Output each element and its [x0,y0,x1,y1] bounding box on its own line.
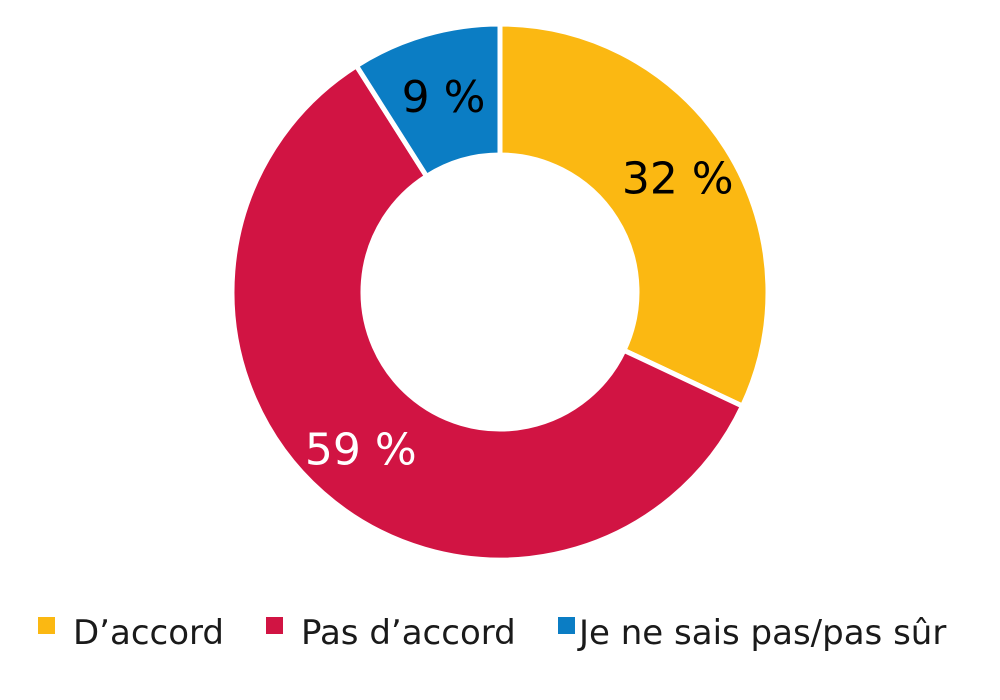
legend-swatch-d-accord [38,616,55,634]
chart-slices [229,21,771,563]
data-label-d-accord: 32 % [622,154,734,205]
chart-legend: D’accord Pas d’accord Je ne sais pas/pas… [0,608,1000,668]
legend-swatch-je-ne-sais-pas [558,616,575,634]
data-label-pas-d-accord: 59 % [305,424,417,475]
legend-item-d-accord: D’accord [38,608,224,658]
data-label-je-ne-sais-pas: 9 % [402,72,486,123]
slice-pas-d-accord [229,62,746,563]
slice-d-accord [497,21,771,410]
legend-label-je-ne-sais-pas: Je ne sais pas/pas sûr [579,613,947,653]
chart-data-labels: 32 % 59 % 9 % [305,72,734,475]
legend-label-pas-d-accord: Pas d’accord [301,613,516,653]
legend-item-pas-d-accord: Pas d’accord [266,608,516,658]
legend-item-je-ne-sais-pas: Je ne sais pas/pas sûr [558,608,946,658]
legend-swatch-pas-d-accord [266,616,283,634]
slice-je-ne-sais-pas [352,21,503,180]
legend-label-d-accord: D’accord [73,613,224,653]
